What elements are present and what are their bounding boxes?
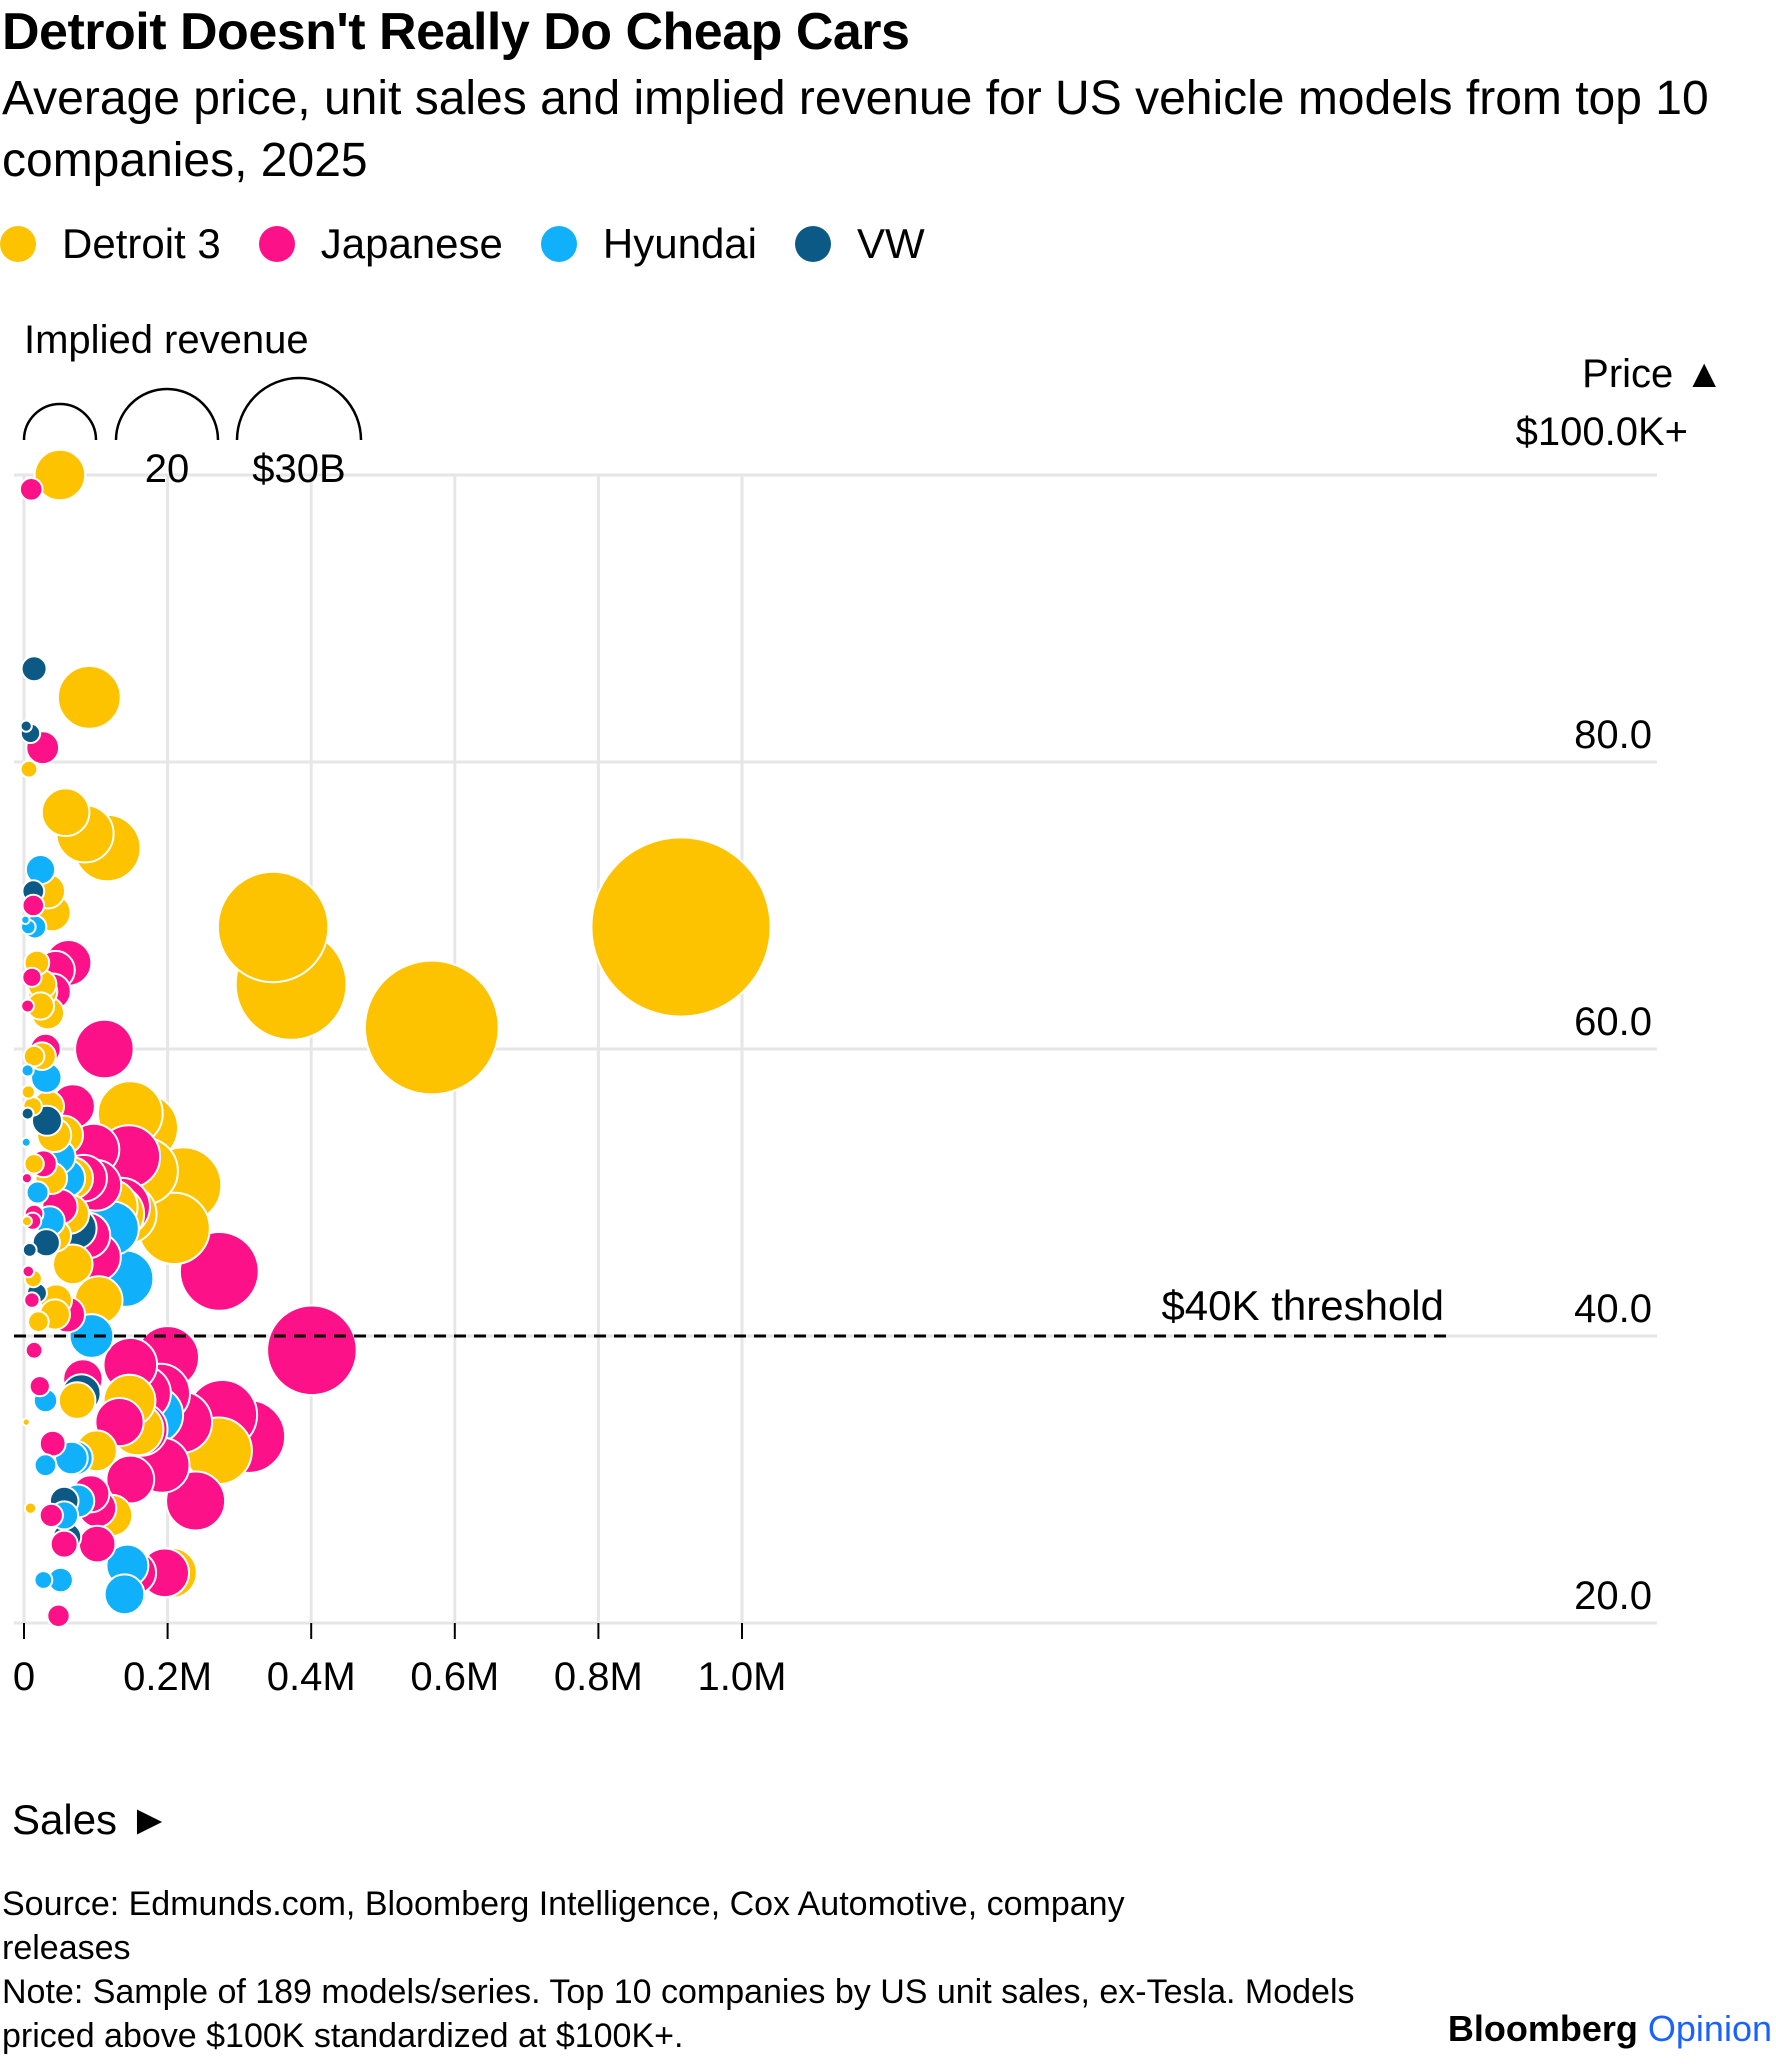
size-label-30: $30B	[252, 447, 345, 491]
x-tick-label: 0.6M	[410, 1655, 499, 1699]
sales-axis-label: Sales ►	[12, 1796, 171, 1843]
bubble-japanese	[21, 1264, 36, 1279]
size-legend-title: Implied revenue	[24, 318, 309, 362]
bubble-detroit-3	[57, 1381, 97, 1420]
bubble-detroit-3	[52, 1243, 94, 1286]
legend-item-vw: VW	[795, 220, 925, 268]
bubble-japanese	[24, 1340, 44, 1360]
axis-layer: 0 0.2M 0.4M 0.6M 0.8M 1.0M 20.0 40.0 60.0 80.0	[13, 713, 1652, 1699]
bubble-japanese	[18, 477, 44, 502]
price-axis-label: Price ▲	[1582, 352, 1724, 396]
bubble-detroit-3	[23, 1501, 38, 1515]
legend-label-detroit: Detroit 3	[62, 220, 221, 267]
source-note: Source: Edmunds.com, Bloomberg Intellige…	[2, 1885, 1125, 1967]
y-tick-label: 80.0	[1574, 713, 1652, 757]
bubble-detroit-3	[33, 448, 87, 502]
bubble-detroit-3	[21, 1417, 31, 1427]
bubble-vw	[21, 1242, 38, 1258]
bubble-japanese	[20, 998, 36, 1014]
y-tick-label: 40.0	[1574, 1287, 1652, 1331]
legend-label-hyundai: Hyundai	[602, 220, 757, 267]
legend-item-japanese: Japanese	[258, 220, 503, 268]
size-arc-30	[235, 376, 363, 441]
legend-label-vw: VW	[857, 220, 925, 267]
bubble-japanese	[21, 893, 46, 918]
threshold-label: $40K threshold	[1161, 1282, 1444, 1329]
x-tick-label: 0.2M	[123, 1655, 212, 1699]
y-tick-label: 20.0	[1574, 1574, 1652, 1618]
bubble-detroit-3	[56, 665, 122, 730]
bubble-vw	[20, 1106, 35, 1121]
bubble-detroit-3	[20, 1215, 33, 1228]
x-tick-label: 0.4M	[267, 1655, 356, 1699]
bubble-japanese	[105, 1454, 156, 1505]
size-label-20: 20	[145, 447, 190, 491]
bubble-detroit-3	[20, 1084, 36, 1100]
bubble-japanese	[266, 1304, 358, 1397]
bubble-hyundai	[25, 1180, 50, 1205]
bubble-detroit-3	[19, 759, 39, 779]
bubble-vw	[20, 655, 48, 683]
color-legend: Detroit 3 Japanese Hyundai VW	[0, 216, 963, 272]
chart-subtitle: Average price, unit sales and implied re…	[2, 72, 1709, 187]
bubble-hyundai	[20, 914, 31, 925]
bubble-japanese	[28, 1375, 51, 1398]
bubble-japanese	[20, 1172, 33, 1185]
bubble-vw	[19, 719, 33, 733]
bubble-layer	[18, 448, 772, 1629]
footnote: Note: Sample of 189 models/series. Top 1…	[2, 1973, 1355, 2055]
bubble-detroit-3	[363, 959, 500, 1096]
bubble-japanese	[38, 1502, 64, 1529]
bubble-japanese	[23, 1291, 41, 1309]
bubble-japanese	[46, 1603, 71, 1629]
price-top-label: $100.0K+	[1515, 410, 1688, 454]
x-tick-label: 0	[13, 1655, 35, 1699]
bubble-japanese	[49, 1529, 79, 1559]
legend-item-detroit: Detroit 3	[0, 220, 221, 268]
bubble-detroit-3	[40, 787, 91, 838]
bubble-chart: 10 20 $30B $40K threshold 00.2M0.4M0.6M0…	[13, 376, 1657, 1699]
legend-dot-vw	[795, 226, 831, 262]
x-tick-label: 1.0M	[698, 1655, 787, 1699]
bubble-detroit-3	[23, 1153, 45, 1175]
brand-bloomberg: Bloomberg	[1447, 2008, 1638, 2049]
brand-logo: Bloomberg Opinion	[1448, 2008, 1772, 2050]
legend-label-japanese: Japanese	[320, 220, 503, 267]
bubble-hyundai	[103, 1573, 146, 1616]
brand-opinion: Opinion	[1647, 2008, 1772, 2049]
y-tick-label: 60.0	[1574, 1000, 1652, 1044]
chart-title: Detroit Doesn't Really Do Cheap Cars	[2, 3, 910, 61]
size-arc-20	[114, 387, 220, 441]
x-tick-label: 0.8M	[554, 1655, 643, 1699]
bubble-japanese	[77, 1524, 117, 1564]
legend-dot-hyundai	[540, 226, 577, 262]
legend-dot-detroit	[0, 226, 36, 262]
bubble-detroit-3	[22, 1044, 46, 1068]
bubble-hyundai	[33, 1570, 54, 1590]
size-arc-10	[22, 402, 98, 441]
bubble-detroit-3	[590, 836, 772, 1018]
bubble-detroit-3	[216, 870, 330, 984]
bubble-japanese	[38, 1429, 67, 1458]
bubble-detroit-3	[27, 1310, 50, 1333]
threshold-layer: $40K threshold	[14, 1282, 1450, 1338]
legend-dot-japanese	[258, 226, 295, 262]
bubble-japanese	[21, 966, 43, 988]
bubble-hyundai	[20, 1063, 35, 1078]
bubble-hyundai	[20, 1136, 32, 1148]
legend-item-hyundai: Hyundai	[540, 220, 757, 268]
bubble-hyundai	[33, 1453, 58, 1478]
bubble-japanese	[74, 1018, 135, 1080]
